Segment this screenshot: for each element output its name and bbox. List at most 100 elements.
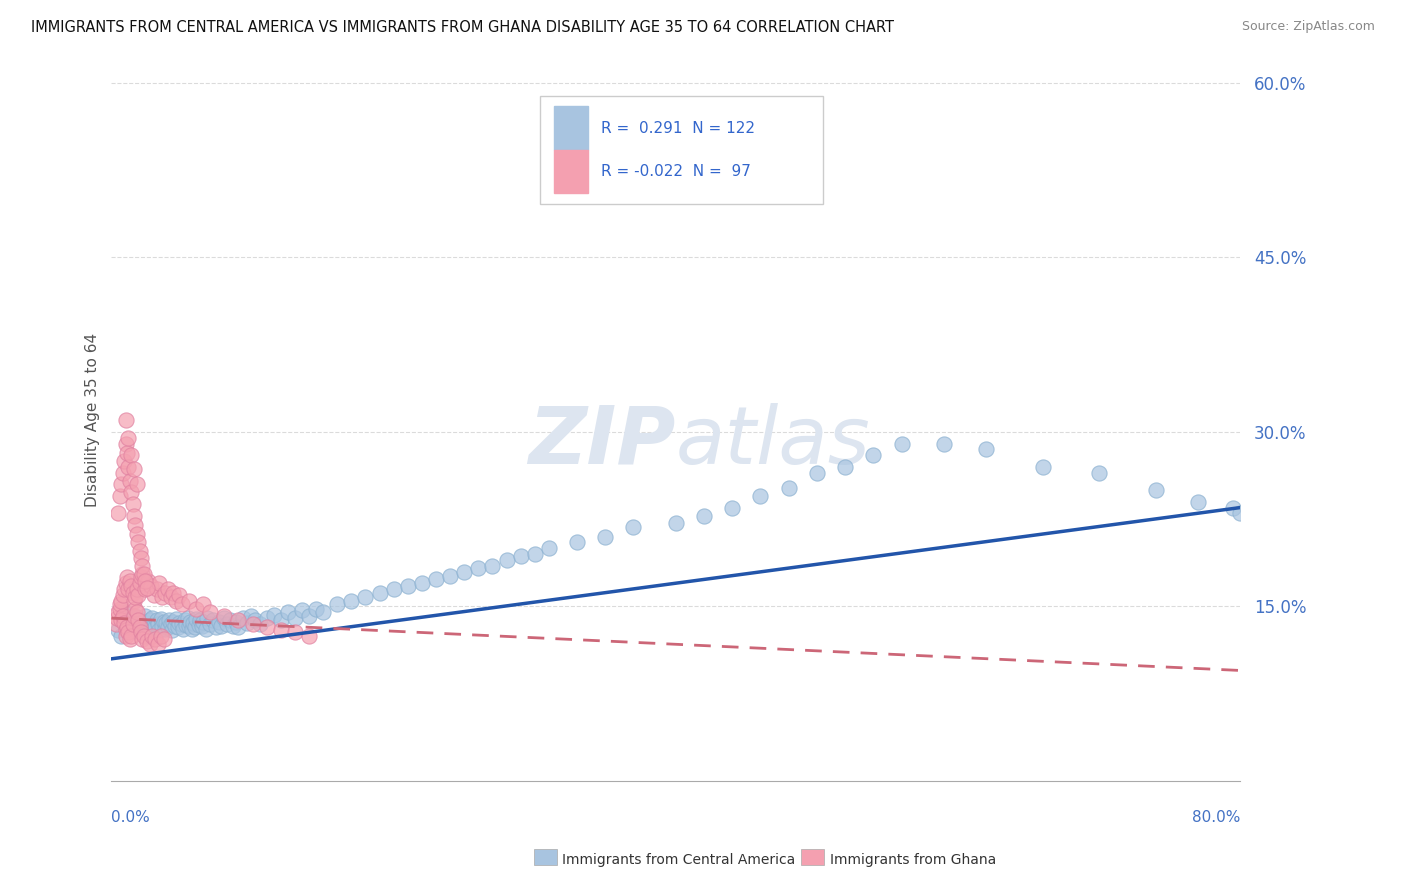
Point bbox=[110, 614, 132, 628]
Point bbox=[222, 619, 245, 633]
Point bbox=[124, 602, 146, 616]
Point bbox=[256, 620, 278, 634]
Point bbox=[108, 602, 131, 616]
Point bbox=[131, 632, 153, 646]
Text: ZIP: ZIP bbox=[529, 403, 676, 481]
Point bbox=[125, 527, 148, 541]
Point bbox=[439, 569, 461, 583]
Point bbox=[104, 616, 127, 631]
Point bbox=[509, 549, 531, 564]
Point bbox=[110, 477, 132, 491]
Point bbox=[115, 570, 138, 584]
Text: Immigrants from Ghana: Immigrants from Ghana bbox=[830, 853, 995, 867]
Point bbox=[114, 413, 136, 427]
Point bbox=[117, 459, 139, 474]
Point bbox=[170, 616, 193, 631]
Point bbox=[134, 608, 156, 623]
Point bbox=[749, 489, 772, 503]
Point bbox=[136, 574, 159, 588]
Point bbox=[225, 615, 247, 629]
Point bbox=[180, 622, 202, 636]
Point bbox=[368, 585, 391, 599]
Text: Immigrants from Central America: Immigrants from Central America bbox=[562, 853, 796, 867]
Point bbox=[124, 518, 146, 533]
Point bbox=[523, 547, 546, 561]
Point bbox=[179, 615, 201, 629]
Point bbox=[122, 508, 145, 523]
Point bbox=[128, 576, 150, 591]
Point bbox=[145, 582, 167, 596]
Point bbox=[141, 611, 163, 625]
Text: Source: ZipAtlas.com: Source: ZipAtlas.com bbox=[1241, 20, 1375, 33]
Point bbox=[111, 608, 134, 623]
Point bbox=[425, 572, 447, 586]
Point bbox=[305, 602, 328, 616]
Point bbox=[166, 620, 188, 634]
Point bbox=[118, 614, 141, 628]
Point bbox=[198, 605, 221, 619]
Point bbox=[135, 581, 157, 595]
Point bbox=[184, 602, 207, 616]
Point bbox=[117, 582, 139, 596]
Point bbox=[890, 436, 912, 450]
Point bbox=[115, 446, 138, 460]
Point bbox=[284, 625, 307, 640]
Point bbox=[201, 614, 224, 628]
Point bbox=[118, 574, 141, 588]
Point bbox=[134, 582, 156, 596]
Point bbox=[159, 616, 181, 631]
Point bbox=[191, 615, 214, 629]
Point bbox=[139, 578, 162, 592]
Point bbox=[167, 588, 190, 602]
Point bbox=[120, 629, 142, 643]
Point bbox=[120, 485, 142, 500]
Point bbox=[112, 582, 135, 596]
Point bbox=[129, 615, 152, 629]
Point bbox=[217, 616, 239, 631]
Point bbox=[195, 611, 218, 625]
Point bbox=[153, 622, 176, 636]
Point bbox=[173, 614, 195, 628]
Point bbox=[148, 576, 170, 591]
Point bbox=[778, 481, 800, 495]
Point bbox=[136, 622, 159, 636]
Point bbox=[245, 614, 267, 628]
Point bbox=[862, 448, 884, 462]
Point bbox=[114, 436, 136, 450]
FancyBboxPatch shape bbox=[554, 106, 588, 150]
Point bbox=[177, 593, 200, 607]
Point bbox=[174, 618, 197, 632]
Point bbox=[495, 553, 517, 567]
Point bbox=[112, 454, 135, 468]
Point bbox=[117, 431, 139, 445]
Point bbox=[129, 625, 152, 640]
Point bbox=[198, 616, 221, 631]
Point bbox=[176, 611, 198, 625]
Point bbox=[143, 620, 166, 634]
Text: 80.0%: 80.0% bbox=[1192, 810, 1240, 825]
Point bbox=[142, 588, 165, 602]
Point bbox=[160, 623, 183, 637]
Point bbox=[122, 608, 145, 623]
Point bbox=[298, 629, 321, 643]
Point bbox=[623, 520, 645, 534]
Point bbox=[187, 618, 209, 632]
Point bbox=[146, 637, 169, 651]
Point bbox=[208, 615, 231, 629]
Point bbox=[141, 629, 163, 643]
Point bbox=[170, 597, 193, 611]
Point bbox=[114, 616, 136, 631]
Point bbox=[150, 619, 173, 633]
Point bbox=[214, 611, 236, 625]
Point bbox=[163, 619, 186, 633]
Point bbox=[138, 614, 160, 628]
Point bbox=[128, 616, 150, 631]
Point bbox=[128, 620, 150, 634]
Point bbox=[242, 616, 264, 631]
Point bbox=[128, 543, 150, 558]
Point bbox=[135, 634, 157, 648]
Point bbox=[127, 535, 149, 549]
Point bbox=[165, 593, 187, 607]
Point bbox=[396, 578, 419, 592]
Point bbox=[277, 605, 299, 619]
